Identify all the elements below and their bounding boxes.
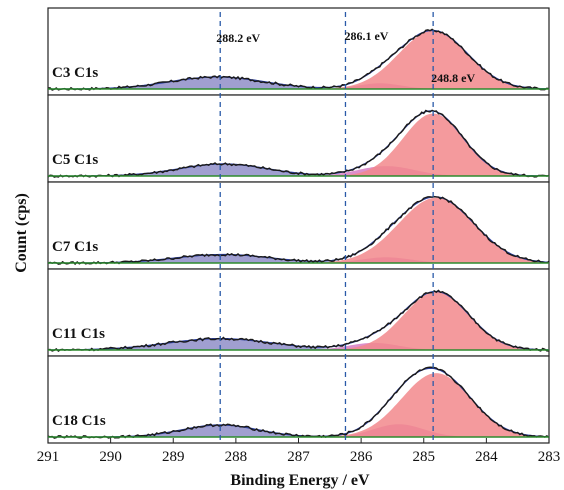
panel-4: C11 C1s <box>47 268 550 357</box>
peak-annotations: 288.2 eV 286.1 eV 248.8 eV <box>216 29 475 85</box>
panel-3: C7 C1s <box>47 181 550 270</box>
spectra-panels: C3 C1s C5 C1s C7 C1s C11 C1s C18 C1s <box>47 7 550 444</box>
high-be-peak-area <box>48 424 549 437</box>
ref-label-2: 286.1 eV <box>344 29 388 43</box>
x-tick-label: 284 <box>475 449 498 465</box>
main-peak-area <box>48 197 549 263</box>
panel-5: C18 C1s <box>47 355 550 444</box>
panel-label: C7 C1s <box>52 239 98 255</box>
panel-1: C3 C1s <box>47 7 550 96</box>
x-axis-title: Binding Energy / eV <box>230 472 370 489</box>
main-peak-area <box>48 373 549 437</box>
panel-2: C5 C1s <box>47 94 550 183</box>
high-be-peak-area <box>48 76 549 89</box>
ref-label-3: 248.8 eV <box>431 71 475 85</box>
x-tick-label: 289 <box>162 449 185 465</box>
raw-spectrum <box>47 28 550 91</box>
raw-spectrum <box>47 289 549 353</box>
main-peak-area <box>48 113 549 176</box>
panel-label: C3 C1s <box>52 65 98 81</box>
x-tick-label: 285 <box>413 449 436 465</box>
raw-spectrum <box>47 195 550 266</box>
x-tick-label: 283 <box>538 449 561 465</box>
main-peak-area <box>48 291 549 350</box>
panel-label: C11 C1s <box>52 326 105 342</box>
ref-label-1: 288.2 eV <box>216 31 260 45</box>
high-be-peak-area <box>48 254 549 263</box>
x-tick-label: 291 <box>37 449 60 465</box>
x-tick-label: 287 <box>287 449 310 465</box>
high-be-peak-area <box>48 163 549 176</box>
x-tick-label: 290 <box>99 449 122 465</box>
main-peak-area <box>48 30 549 89</box>
raw-spectrum <box>47 109 550 178</box>
x-axis-ticks: 291 290 289 288 287 286 285 284 283 <box>37 438 561 465</box>
y-axis-title: Count (cps) <box>13 193 30 273</box>
high-be-peak-area <box>48 338 549 350</box>
x-tick-label: 288 <box>225 449 248 465</box>
x-tick-label: 286 <box>350 449 373 465</box>
panel-label: C5 C1s <box>52 152 98 168</box>
panel-label: C18 C1s <box>52 413 106 429</box>
